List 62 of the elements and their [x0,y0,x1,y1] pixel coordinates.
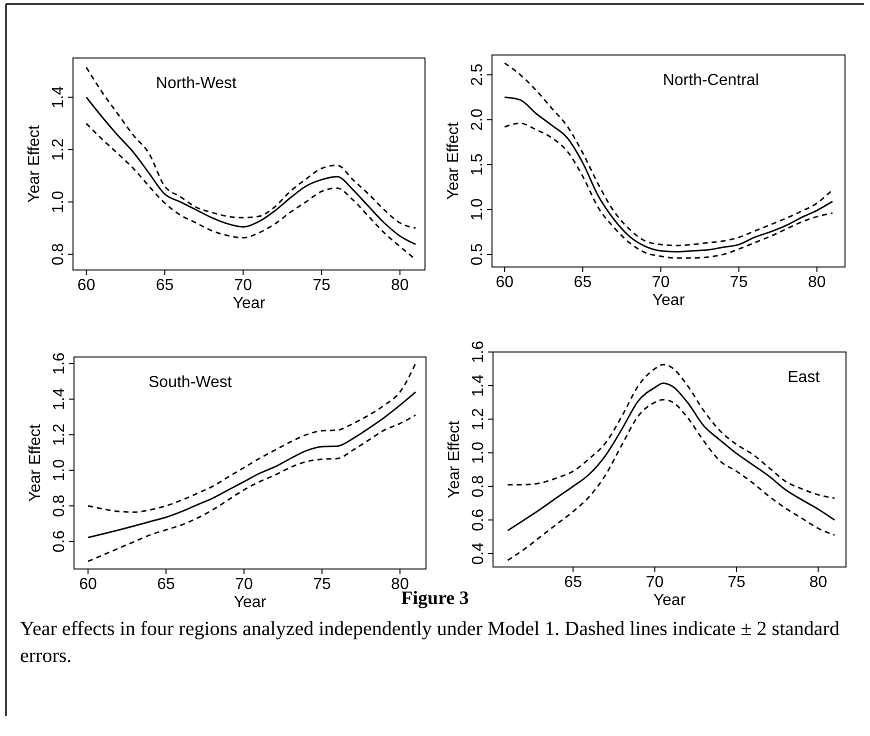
y-tick-label: 0.6 [51,530,68,553]
y-axis-title: Year Effect [27,424,44,502]
y-tick-label: 2.0 [469,108,486,131]
x-tick-label: 70 [646,574,664,591]
line-series [504,62,834,246]
y-tick-label: 1.2 [51,424,68,446]
y-tick-label: 1.4 [470,374,487,397]
line-series [504,96,834,252]
line-series [506,364,836,499]
y-tick-label: 1.6 [51,352,68,375]
line-series [87,414,416,562]
x-tick-label: 60 [77,277,96,294]
x-tick-label: 70 [235,576,253,593]
line-series [506,398,836,562]
x-axis-title: Year [652,292,686,309]
y-tick-label: 1.2 [50,138,67,161]
x-tick-label: 75 [313,576,331,593]
x-tick-label: 65 [574,274,592,291]
x-tick-label: 70 [652,274,670,291]
x-axis-title: Year [232,295,266,312]
y-tick-label: 1.0 [50,190,67,214]
line-series [87,391,416,538]
text: South-West [148,374,232,391]
x-tick-label: 60 [79,576,98,593]
x-tick-label: 80 [391,277,409,294]
x-tick-label: 75 [730,274,748,291]
line-series [504,122,834,259]
y-tick-label: 1.0 [51,459,68,482]
x-axis-title: Year [653,592,686,609]
text: North-Central [662,72,759,89]
x-tick-label: 80 [809,574,828,591]
y-tick-label: 1.5 [469,153,486,176]
x-tick-label: 60 [496,274,514,291]
x-tick-label: 65 [156,277,174,294]
x-tick-label: 70 [234,277,252,294]
x-axis-title: Year [234,594,267,611]
line-series [506,382,836,532]
y-tick-label: 1.4 [50,86,67,108]
y-tick-label: 0.5 [469,243,486,266]
x-tick-label: 65 [564,574,582,591]
x-tick-label: 75 [312,277,331,294]
y-tick-label: 0.8 [51,494,68,517]
y-axis-title: Year Effect [445,122,462,200]
y-tick-label: 1.6 [470,340,487,364]
y-tick-label: 0.8 [50,243,67,266]
text: North-West [156,75,238,92]
y-tick-label: 0.8 [470,475,487,498]
x-tick-label: 75 [728,574,746,591]
text: Year effects in four regions analyzed independently under Model 1. Dashed lines indicate ± 2 standard errors. [20,617,840,669]
y-tick-label: 1.4 [51,388,68,410]
x-tick-label: 65 [157,576,176,593]
x-tick-label: 80 [808,274,826,291]
y-axis-title: Year Effect [446,420,463,498]
y-axis-title: Year Effect [26,124,43,203]
y-tick-label: 0.6 [470,508,487,532]
line-series [87,362,416,513]
y-tick-label: 1.0 [470,442,487,464]
text: East [788,369,820,386]
y-tick-label: 1.2 [470,408,487,430]
y-tick-label: 1.0 [469,198,486,221]
y-tick-label: 0.4 [470,542,487,565]
y-tick-label: 2.5 [469,64,486,86]
